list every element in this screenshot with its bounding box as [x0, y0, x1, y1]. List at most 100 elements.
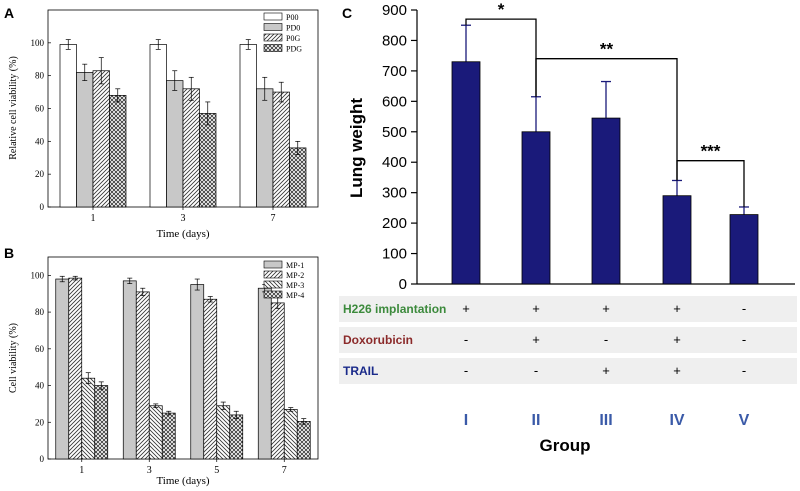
- bar-group-II: [521, 131, 551, 285]
- y-tick-label: 0: [40, 202, 45, 212]
- significance-bracket: [676, 160, 745, 207]
- bar-mp-2-7: [270, 302, 285, 460]
- significance-bracket: [535, 58, 678, 181]
- y-tick-label: 300: [382, 185, 407, 202]
- y-tick-label: 40: [35, 136, 45, 146]
- y-tick-label: 900: [382, 2, 407, 19]
- significance-label: ***: [701, 142, 721, 161]
- group-label-IV: IV: [669, 412, 684, 429]
- treatment-mark: +: [532, 332, 540, 347]
- bar-pdg-3: [199, 113, 217, 208]
- bar-pd0-3: [166, 80, 184, 208]
- y-tick-label: 20: [35, 169, 45, 179]
- treatment-mark: -: [464, 363, 468, 378]
- bar-mp-2-1: [68, 277, 83, 460]
- legend-swatch-p0g: [263, 33, 283, 42]
- y-tick-label: 600: [382, 93, 407, 110]
- y-tick-label: 80: [35, 307, 45, 317]
- x-tick-label: 3: [147, 465, 152, 476]
- bar-pdg-1: [109, 95, 127, 208]
- bar-mp-3-1: [81, 377, 96, 460]
- treatment-mark: +: [673, 363, 681, 378]
- group-label-III: III: [599, 412, 612, 429]
- treatment-mark: -: [742, 301, 746, 316]
- x-tick-label: 7: [282, 465, 287, 476]
- legend-swatch-pd0: [263, 23, 283, 31]
- bar-mp-4-5: [229, 414, 244, 460]
- chart-c-ylabel: Lung weight: [347, 98, 366, 198]
- y-tick-label: 60: [35, 344, 45, 354]
- bar-mp-3-3: [148, 405, 163, 460]
- treatment-mark: -: [534, 363, 538, 378]
- treatment-mark: -: [742, 332, 746, 347]
- chart-b-frame: [47, 256, 319, 460]
- legend-swatch-p00: [263, 12, 283, 21]
- legend-label-p00: P00: [286, 13, 298, 22]
- chart-a: 0 20 40 60 80 100 1 3 7 Time (days) Relative ce…: [8, 9, 319, 240]
- legend-swatch-pdg: [263, 44, 283, 52]
- y-tick-label: 40: [35, 381, 45, 391]
- treatment-mark: +: [532, 301, 540, 316]
- legend-swatch-mp-3: [263, 280, 283, 289]
- legend-label-mp-1: MP-1: [286, 261, 304, 270]
- treatment-mark: +: [602, 301, 610, 316]
- bar-mp-1-7: [257, 287, 272, 460]
- significance-label: *: [498, 0, 505, 19]
- panel-b-label: B: [4, 245, 14, 261]
- y-tick-label: 20: [35, 417, 45, 427]
- x-tick-label: 3: [181, 213, 186, 224]
- bar-mp-3-7: [283, 409, 298, 460]
- x-tick-label: 7: [271, 213, 276, 224]
- treatment-label: H226 implantation: [343, 302, 446, 316]
- bar-mp-2-3: [135, 291, 150, 460]
- treatment-label: TRAIL: [343, 364, 378, 378]
- treatment-mark: +: [673, 332, 681, 347]
- y-tick-label: 0: [399, 276, 407, 293]
- y-tick-label: 100: [31, 270, 45, 280]
- chart-a-xlabel: Time (days): [156, 228, 209, 240]
- bar-mp-4-1: [94, 385, 109, 460]
- panel-c-label: C: [342, 5, 352, 21]
- treatment-mark: +: [462, 301, 470, 316]
- bar-p0g-3: [182, 88, 200, 208]
- legend-label-pdg: PDG: [286, 45, 302, 54]
- y-tick-label: 400: [382, 154, 407, 171]
- chart-b-xlabel: Time (days): [156, 475, 209, 487]
- treatment-label: Doxorubicin: [343, 333, 413, 347]
- treatment-mark: -: [464, 332, 468, 347]
- x-tick-label: 1: [79, 465, 84, 476]
- bar-mp-1-1: [55, 278, 70, 460]
- legend-label-mp-2: MP-2: [286, 271, 304, 280]
- treatment-row-bg: [339, 296, 797, 322]
- bar-group-III: [591, 117, 621, 285]
- treatment-mark: +: [602, 363, 610, 378]
- legend-label-p0g: P0G: [286, 34, 300, 43]
- x-tick-label: 5: [214, 465, 219, 476]
- bar-pd0-7: [256, 88, 274, 208]
- bar-pdg-7: [289, 147, 307, 208]
- y-tick-label: 800: [382, 32, 407, 49]
- chart-c-xlabel: Group: [540, 436, 591, 455]
- bar-group-V: [729, 214, 759, 285]
- bar-group-IV: [662, 195, 692, 285]
- legend-label-pd0: PD0: [286, 24, 300, 33]
- panel-a-label: A: [4, 5, 14, 21]
- bar-p0g-7: [272, 91, 290, 208]
- bar-mp-1-5: [190, 284, 205, 460]
- bar-mp-1-3: [122, 280, 137, 460]
- bar-mp-2-5: [203, 298, 218, 460]
- treatment-mark: +: [673, 301, 681, 316]
- legend-label-mp-3: MP-3: [286, 281, 304, 290]
- treatment-mark: -: [604, 332, 608, 347]
- significance-label: **: [600, 40, 614, 59]
- bar-p00-7: [239, 44, 257, 208]
- chart-a-ylabel: Relative cell viability (%): [8, 56, 19, 160]
- group-label-II: II: [532, 412, 541, 429]
- y-tick-label: 700: [382, 63, 407, 80]
- y-tick-label: 100: [31, 38, 45, 48]
- legend-swatch-mp-2: [263, 270, 283, 279]
- bar-pd0-1: [76, 72, 94, 208]
- chart-b-ylabel: Cell viability (%): [8, 323, 19, 393]
